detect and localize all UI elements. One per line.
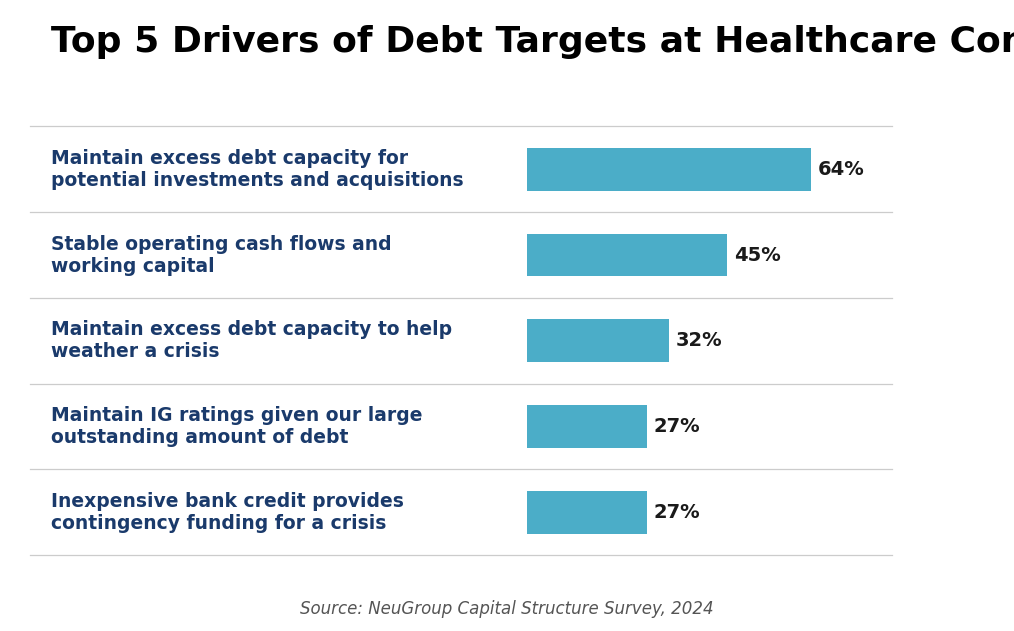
Text: Top 5 Drivers of Debt Targets at Healthcare Companies: Top 5 Drivers of Debt Targets at Healthc… <box>51 25 1014 59</box>
Text: 27%: 27% <box>654 417 701 436</box>
Bar <box>527 491 647 534</box>
Text: 32%: 32% <box>676 331 723 350</box>
Bar <box>527 148 811 191</box>
Text: Maintain excess debt capacity for
potential investments and acquisitions: Maintain excess debt capacity for potent… <box>51 149 463 190</box>
Text: Source: NeuGroup Capital Structure Survey, 2024: Source: NeuGroup Capital Structure Surve… <box>300 600 714 618</box>
Text: Maintain excess debt capacity to help
weather a crisis: Maintain excess debt capacity to help we… <box>51 321 452 361</box>
Text: Inexpensive bank credit provides
contingency funding for a crisis: Inexpensive bank credit provides conting… <box>51 492 404 533</box>
Text: 45%: 45% <box>733 245 781 264</box>
Text: 64%: 64% <box>818 160 865 179</box>
Text: Stable operating cash flows and
working capital: Stable operating cash flows and working … <box>51 235 391 276</box>
Text: 27%: 27% <box>654 503 701 522</box>
Bar <box>527 405 647 448</box>
Bar <box>527 319 669 362</box>
Text: Maintain IG ratings given our large
outstanding amount of debt: Maintain IG ratings given our large outs… <box>51 406 422 447</box>
Bar <box>527 233 727 276</box>
